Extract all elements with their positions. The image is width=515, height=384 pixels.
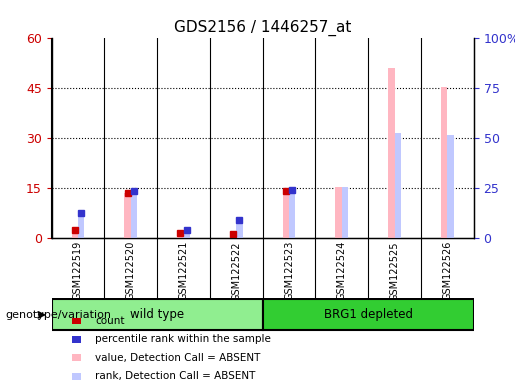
- Text: count: count: [95, 316, 125, 326]
- Bar: [441, 87, 448, 238]
- Bar: [283, 192, 289, 238]
- Text: GSM122519: GSM122519: [73, 241, 83, 300]
- Bar: [230, 234, 236, 238]
- Bar: [72, 230, 78, 238]
- Bar: [177, 233, 183, 238]
- Bar: [289, 190, 296, 238]
- Text: wild type: wild type: [130, 308, 184, 321]
- Text: percentile rank within the sample: percentile rank within the sample: [95, 334, 271, 344]
- Bar: [335, 187, 342, 238]
- Bar: [183, 230, 190, 238]
- Bar: [342, 187, 348, 238]
- Text: GSM122526: GSM122526: [442, 241, 452, 300]
- Title: GDS2156 / 1446257_at: GDS2156 / 1446257_at: [174, 20, 351, 36]
- Bar: [131, 192, 137, 238]
- Text: GSM122524: GSM122524: [337, 241, 347, 300]
- Text: GSM122520: GSM122520: [126, 241, 135, 300]
- Bar: [124, 193, 131, 238]
- Text: GSM122523: GSM122523: [284, 241, 294, 300]
- Text: value, Detection Call = ABSENT: value, Detection Call = ABSENT: [95, 353, 261, 363]
- Text: BRG1 depleted: BRG1 depleted: [324, 308, 413, 321]
- Text: genotype/variation: genotype/variation: [5, 310, 111, 320]
- Bar: [78, 213, 84, 238]
- Bar: [263, 300, 474, 330]
- Bar: [394, 133, 401, 238]
- Bar: [236, 220, 243, 238]
- Text: GSM122525: GSM122525: [390, 241, 400, 301]
- Text: GSM122521: GSM122521: [179, 241, 188, 300]
- Text: GSM122522: GSM122522: [231, 241, 241, 301]
- Text: rank, Detection Call = ABSENT: rank, Detection Call = ABSENT: [95, 371, 255, 381]
- Bar: [448, 135, 454, 238]
- Bar: [388, 68, 394, 238]
- Bar: [52, 300, 263, 330]
